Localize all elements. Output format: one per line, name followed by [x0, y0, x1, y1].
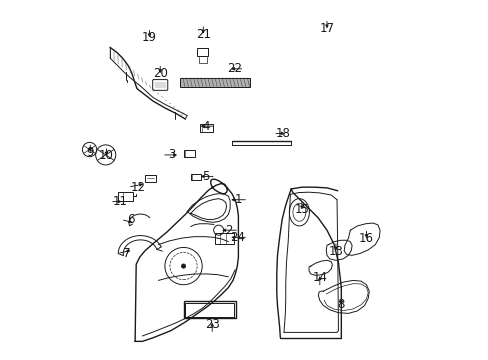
Text: 8: 8	[337, 298, 345, 311]
Text: 22: 22	[226, 62, 242, 75]
Text: 11: 11	[112, 195, 127, 208]
Text: 2: 2	[225, 224, 232, 237]
Text: 16: 16	[358, 232, 373, 245]
Bar	[183, 301, 235, 318]
Text: 24: 24	[230, 231, 245, 244]
Text: 15: 15	[294, 203, 309, 216]
Text: 18: 18	[275, 127, 290, 140]
Text: 13: 13	[328, 244, 343, 257]
Text: 7: 7	[123, 247, 131, 260]
Text: 10: 10	[99, 149, 114, 162]
Text: 4: 4	[202, 120, 209, 133]
Text: 20: 20	[152, 67, 167, 80]
Text: 17: 17	[319, 22, 334, 35]
Text: 21: 21	[195, 28, 210, 41]
Text: 6: 6	[127, 213, 134, 226]
Text: 14: 14	[312, 271, 326, 284]
Text: 12: 12	[130, 181, 145, 194]
Circle shape	[181, 264, 185, 268]
Text: 5: 5	[202, 170, 209, 183]
Text: 3: 3	[168, 148, 175, 161]
Text: 23: 23	[204, 318, 219, 331]
Bar	[180, 78, 249, 87]
Bar	[185, 303, 233, 317]
Text: 9: 9	[86, 146, 94, 159]
Text: 1: 1	[234, 193, 241, 206]
Text: 19: 19	[142, 31, 157, 44]
